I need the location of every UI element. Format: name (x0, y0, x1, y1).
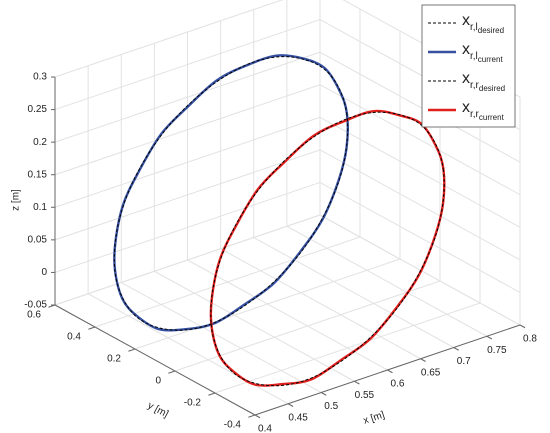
z-axis-label: z [m] (11, 189, 22, 211)
x-tick-label: 0.6 (391, 379, 405, 390)
legend-name: x (462, 41, 470, 58)
x-tick-label: 0.65 (421, 367, 441, 378)
z-tick-label: 0.2 (33, 137, 47, 148)
x-tick-label: 0.5 (324, 401, 338, 412)
y-tick-label: -0.2 (184, 398, 202, 409)
grid-line (94, 236, 361, 328)
legend-sub: r,l (470, 51, 478, 62)
legend-name: x (462, 12, 470, 29)
x-tick (387, 369, 393, 374)
x-tick (287, 403, 294, 407)
x-tick-label: 0.45 (288, 412, 308, 423)
grid-line (134, 258, 401, 350)
y-axis (54, 304, 256, 416)
x-tick (519, 324, 526, 329)
x-tick (420, 358, 426, 362)
legend-label: xr,rdesired (462, 70, 505, 93)
legend-subsub: desired (478, 26, 504, 35)
grid-line (54, 149, 321, 241)
y-tick-label: 0 (155, 376, 161, 387)
x-tick-label: 0.75 (487, 345, 507, 356)
grid-line (121, 282, 322, 393)
z-tick-label: 0.25 (28, 104, 48, 115)
legend-sub: r,r (470, 80, 480, 91)
y-tick (128, 348, 136, 352)
legend-sub: r,r (470, 109, 480, 120)
y-tick-label: 0.4 (67, 332, 81, 343)
grid-line (319, 149, 521, 261)
legend-sub: r,l (470, 22, 478, 33)
y-tick (168, 370, 176, 374)
grid-line (319, 51, 521, 163)
grid-line (54, 84, 321, 176)
grid-line (214, 302, 481, 394)
grid-line (54, 51, 321, 143)
grid-line (319, 214, 521, 326)
grid-line (54, 19, 321, 111)
x-tick (254, 414, 261, 419)
grid-line (54, 181, 321, 273)
x-tick-label: 0.55 (355, 390, 375, 401)
grid-line (154, 270, 355, 382)
legend: xr,ldesiredxr,lcurrentxr,rdesiredxr,rcur… (421, 4, 516, 128)
x-tick-label: 0.4 (258, 424, 272, 433)
data-line (113, 56, 349, 331)
y-tick-label: 0.6 (27, 310, 41, 321)
x-tick (321, 392, 327, 396)
grid-line (54, 116, 321, 208)
y-tick (88, 326, 96, 330)
data-line (210, 111, 445, 387)
legend-name: x (462, 70, 470, 87)
z-tick-label: -0.05 (24, 300, 47, 311)
z-tick-label: 0.15 (28, 169, 48, 180)
grid-line (253, 237, 454, 348)
x-tick (486, 335, 493, 340)
grid-line (319, 116, 521, 228)
y-tick (248, 414, 256, 418)
legend-label: xr,ldesired (462, 12, 504, 35)
grid-line (319, 84, 521, 196)
legend-box (421, 4, 516, 128)
z-tick-label: 0.05 (28, 234, 48, 245)
labels: x [m] y [m] z [m] 0.40.450.50.550.60.650… (11, 72, 538, 433)
x-tick (453, 347, 459, 351)
legend-label: xr,lcurrent (462, 41, 503, 64)
legend-name: x (462, 99, 470, 116)
y-tick (208, 392, 216, 396)
legend-subsub: desired (479, 84, 505, 93)
plot-lines (113, 54, 446, 387)
y-tick-label: 0.2 (107, 354, 121, 365)
y-tick-label: -0.4 (224, 420, 242, 431)
x-tick-label: 0.7 (457, 356, 471, 367)
x-tick-label: 0.8 (523, 334, 537, 345)
grid-line (220, 248, 421, 360)
z-tick-label: 0.1 (33, 202, 47, 213)
z-tick-label: 0.3 (33, 72, 47, 83)
grid-line (54, 0, 284, 78)
grid-line (54, 214, 321, 306)
legend-label: xr,rcurrent (462, 99, 505, 122)
grid-line (286, 225, 488, 337)
x-tick (354, 380, 360, 385)
z-tick-label: 0 (41, 267, 47, 278)
legend-subsub: current (478, 55, 504, 64)
legend-subsub: current (479, 113, 505, 122)
grid-line (319, 181, 521, 293)
